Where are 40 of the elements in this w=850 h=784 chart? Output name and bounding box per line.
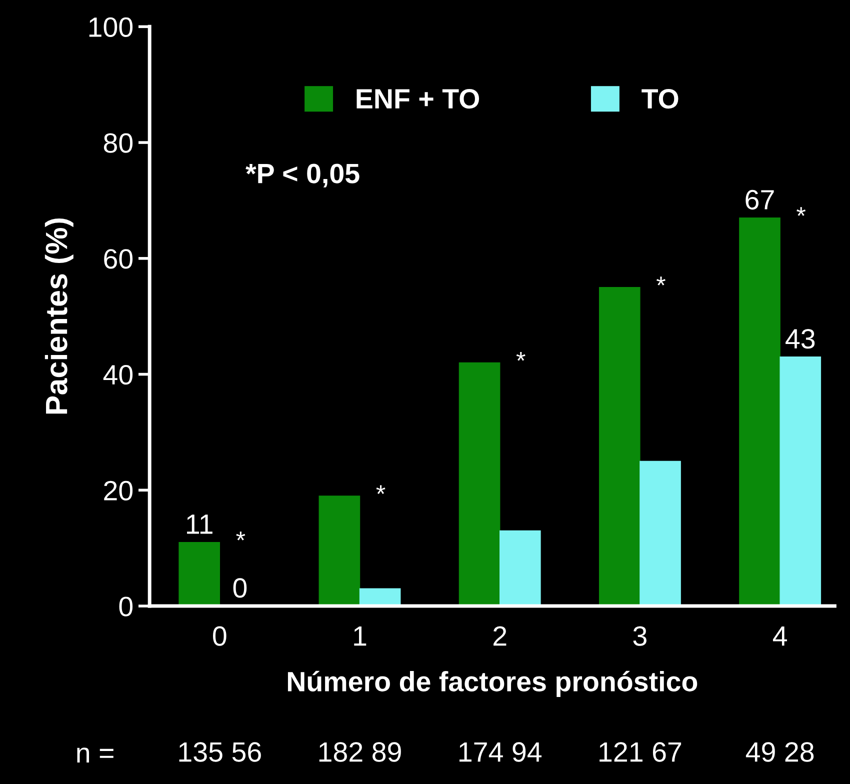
x-tick-label: 0 [213, 626, 226, 646]
y-tick-label: 40 [103, 364, 133, 385]
x-tick-label: 3 [633, 626, 646, 646]
text: 174 94 [460, 742, 542, 762]
data-label: 67 [746, 190, 774, 210]
bar [739, 218, 780, 606]
text: 49 28 [746, 742, 814, 762]
x-axis-title: Número de factores pronóstico [288, 670, 698, 697]
data-label: 11 [187, 514, 212, 534]
y-tick-label: 60 [104, 249, 133, 269]
legend-label: TO [642, 88, 678, 109]
text: 135 56 [179, 742, 261, 762]
y-tick-label: 80 [104, 133, 133, 153]
annotation: * [516, 352, 526, 361]
bar [458, 362, 500, 606]
bar [359, 588, 401, 606]
bar [640, 460, 681, 606]
annotation: *P < 0,05 [246, 164, 360, 188]
legend-label: ENF + TO [356, 88, 480, 109]
x-tick-label: 4 [772, 626, 787, 646]
bar [500, 530, 541, 606]
x-tick-label: 2 [494, 626, 506, 646]
data-label: 43 [786, 328, 815, 349]
y-tick-label: 100 [89, 17, 133, 37]
y-tick-label: 0 [119, 596, 133, 616]
annotation: * [656, 276, 666, 286]
annotation: * [796, 207, 806, 216]
annotation: * [376, 485, 386, 494]
bar [178, 542, 220, 606]
x-tick-label: 1 [354, 626, 366, 646]
bar [598, 287, 640, 606]
text: 182 89 [319, 742, 401, 762]
text: 121 67 [600, 742, 682, 762]
text: n = [77, 748, 114, 763]
y-axis-title: Pacientes (%) [44, 218, 74, 414]
annotation: * [236, 532, 246, 540]
data-label: 0 [233, 578, 247, 598]
bar [318, 496, 360, 606]
y-tick-label: 20 [104, 480, 133, 500]
bar [780, 356, 822, 606]
